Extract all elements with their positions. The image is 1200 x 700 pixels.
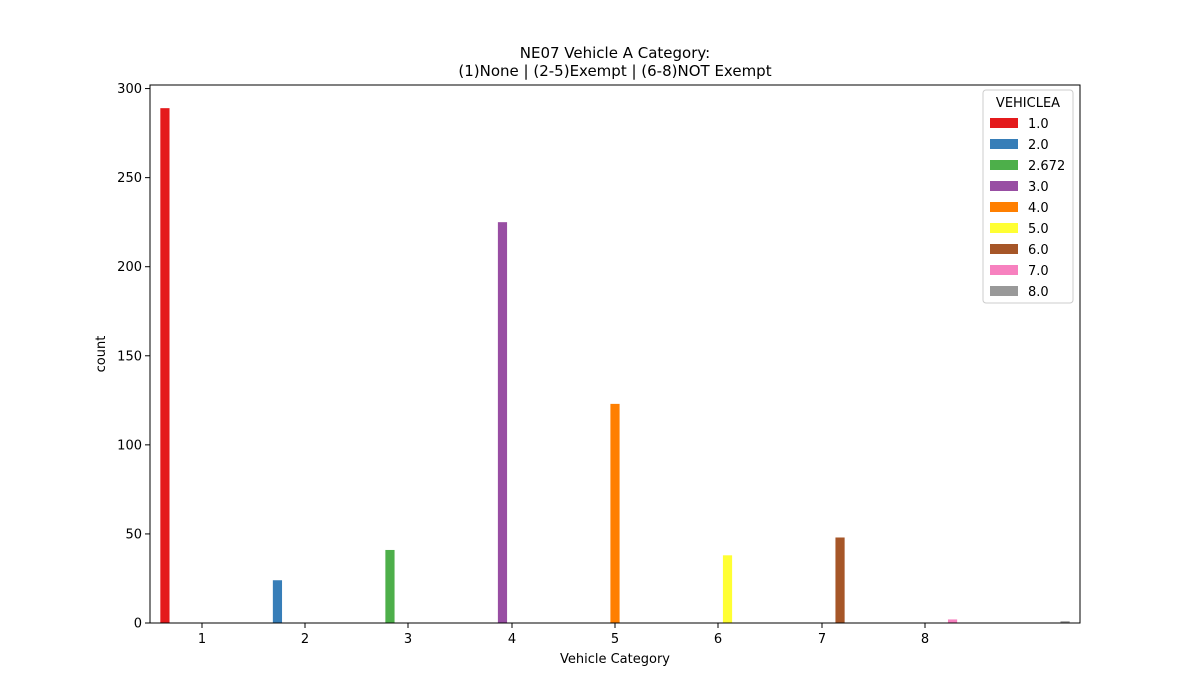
legend-label: 3.0 (1028, 180, 1049, 195)
legend: VEHICLEA 1.0 2.0 2.672 3.0 4.0 5.0 6.0 7.0 8.0 (982, 89, 1074, 304)
legend-label: 2.672 (1028, 159, 1065, 174)
x-tick-label: 2 (301, 632, 309, 647)
legend-swatch (990, 286, 1018, 296)
y-tick-label: 50 (125, 527, 142, 542)
y-tick-label: 0 (134, 617, 142, 632)
legend-label: 8.0 (1028, 285, 1049, 300)
bar-1.0 (160, 108, 170, 624)
legend-swatch (990, 202, 1018, 212)
bar-7.0 (947, 619, 958, 623)
legend-label: 4.0 (1028, 201, 1049, 216)
x-axis-label: Vehicle Category (560, 652, 670, 667)
legend-swatch (990, 160, 1018, 170)
legend-swatch (990, 118, 1018, 128)
legend-label: 6.0 (1028, 243, 1049, 258)
bar-8.0 (1060, 621, 1070, 623)
y-tick-label: 100 (117, 438, 142, 453)
x-tick-label: 5 (611, 632, 619, 647)
legend-swatch (990, 265, 1018, 275)
legend-swatch (990, 223, 1018, 233)
chart-title: NE07 Vehicle A Category:(1)None | (2-5)E… (458, 44, 771, 80)
y-tick-label: 150 (117, 349, 142, 364)
legend-swatch (990, 181, 1018, 191)
legend-swatch (990, 139, 1018, 149)
y-axis-label: count (94, 336, 109, 373)
legend-title: VEHICLEA (996, 96, 1060, 111)
bar-5.0 (722, 555, 733, 623)
bar-2.0 (272, 580, 283, 623)
bars (160, 108, 1070, 624)
bar-4.0 (610, 403, 620, 623)
chart-title-line: NE07 Vehicle A Category: (520, 44, 710, 62)
y-tick-label: 300 (117, 82, 142, 97)
x-tick-label: 8 (921, 632, 929, 647)
y-axis: 0 50 100 150 200 250 300 (117, 82, 150, 632)
y-tick-label: 200 (117, 260, 142, 275)
bar-2.672 (385, 549, 395, 623)
legend-label: 2.0 (1028, 138, 1049, 153)
chart-title-line: (1)None | (2-5)Exempt | (6-8)NOT Exempt (458, 62, 771, 80)
x-tick-label: 7 (818, 632, 826, 647)
bar-6.0 (835, 537, 845, 623)
x-axis: 1 2 3 4 5 6 7 8 (198, 623, 929, 647)
legend-label: 5.0 (1028, 222, 1049, 237)
legend-swatch (990, 244, 1018, 254)
x-tick-label: 6 (714, 632, 722, 647)
y-tick-label: 250 (117, 171, 142, 186)
x-tick-label: 3 (404, 632, 412, 647)
bar-3.0 (497, 222, 508, 623)
legend-label: 7.0 (1028, 264, 1049, 279)
legend-label: 1.0 (1028, 117, 1049, 132)
x-tick-label: 1 (198, 632, 206, 647)
x-tick-label: 4 (508, 632, 516, 647)
